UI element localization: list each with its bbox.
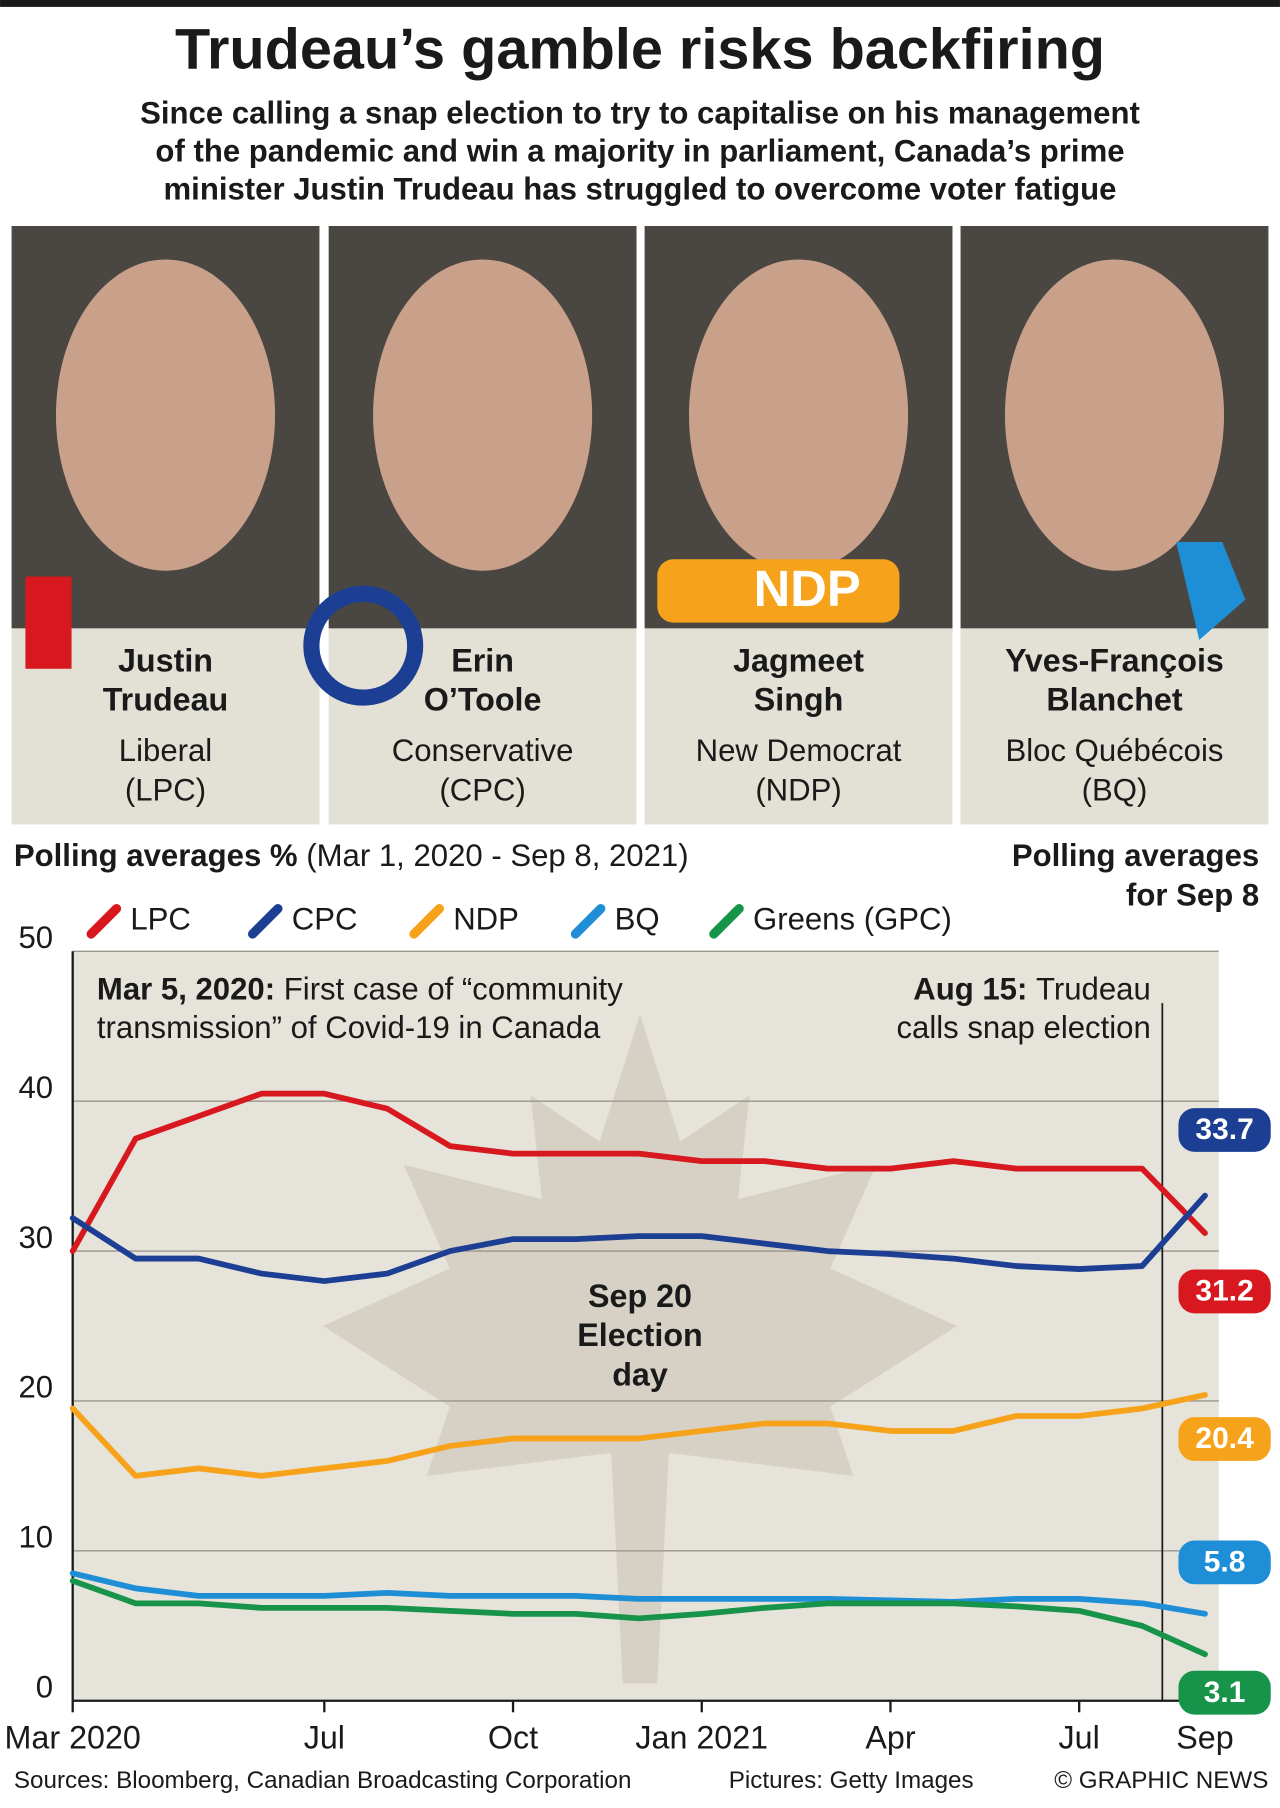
legend-label: LPC — [130, 902, 191, 937]
end-badge — [1178, 1540, 1271, 1585]
legend-label: BQ — [615, 902, 660, 937]
end-value-label: 33.7 — [1195, 1113, 1253, 1146]
annotation-text: transmission” of Covid-19 in Canada — [97, 1010, 601, 1045]
bloc-logo — [1176, 541, 1246, 640]
top-rule — [0, 0, 1280, 7]
end-value-label: 20.4 — [1195, 1422, 1254, 1455]
party-name: Bloc Québécois — [1005, 733, 1223, 768]
election-day-label: Sep 20 — [588, 1278, 692, 1314]
party-abbr: (NDP) — [755, 772, 841, 807]
x-tick-label: Jan 2021 — [635, 1720, 768, 1756]
end-badge — [1178, 1108, 1271, 1152]
x-tick-label: Jul — [1059, 1720, 1100, 1756]
annotation-label: Mar 5, 2020: — [97, 972, 275, 1007]
liberal-logo — [25, 576, 72, 669]
x-tick-label: Mar 2020 — [5, 1720, 141, 1756]
end-badge — [1178, 1417, 1271, 1461]
info-panel — [960, 628, 1269, 825]
legend-swatch — [570, 904, 606, 939]
legend-swatch — [409, 904, 444, 939]
series-line — [69, 1577, 1208, 1658]
leader-first-name: Jagmeet — [733, 643, 864, 679]
legend-swatch — [86, 904, 122, 939]
y-tick-label: 0 — [36, 1669, 53, 1704]
series-line — [69, 1192, 1208, 1284]
series-line — [69, 1090, 1208, 1254]
annotation: Aug 15: Trudeau — [913, 972, 1151, 1007]
leader-last-name: Trudeau — [103, 682, 229, 718]
footer-credit: © GRAPHIC NEWS — [1054, 1767, 1268, 1794]
end-value-label: 3.1 — [1204, 1676, 1246, 1709]
party-name: Liberal — [119, 733, 212, 768]
leader-first-name: Justin — [118, 643, 213, 679]
photo-face — [55, 259, 276, 571]
annotation-label: Aug 15: — [913, 972, 1027, 1007]
legend-swatch — [709, 904, 744, 939]
party-name: Conservative — [392, 733, 574, 768]
subtitle-line: of the pandemic and win a majority in pa… — [155, 134, 1124, 169]
y-tick-label: 40 — [18, 1070, 53, 1105]
annotation-text: calls snap election — [896, 1010, 1150, 1045]
x-tick-label: Oct — [488, 1720, 538, 1756]
photo-face — [689, 259, 909, 571]
annotation-text: First case of “community — [284, 972, 623, 1007]
chart-title-main: Polling averages % — [14, 838, 298, 873]
info-panel — [644, 628, 953, 825]
leader-first-name: Erin — [451, 643, 514, 679]
end-label-title: for Sep 8 — [1126, 877, 1259, 912]
ndp-logo-text: NDP — [754, 560, 861, 617]
annotation-text: Trudeau — [1036, 972, 1151, 1007]
info-panel — [328, 628, 637, 825]
x-tick-label: Jul — [304, 1720, 345, 1756]
series-line — [69, 1392, 1208, 1479]
maple-leaf — [322, 1014, 958, 1684]
election-day-label: day — [612, 1356, 668, 1392]
x-tick-label: Apr — [865, 1720, 915, 1756]
footer-sources: Sources: Bloomberg, Canadian Broadcastin… — [14, 1767, 632, 1794]
y-tick-label: 50 — [18, 920, 53, 955]
legend-label: Greens (GPC) — [753, 902, 952, 937]
photo-face — [373, 259, 593, 571]
legend-swatch — [247, 904, 283, 939]
end-value-label: 31.2 — [1195, 1275, 1253, 1308]
conservative-logo — [303, 585, 424, 706]
end-label-title: Polling averages — [1012, 838, 1259, 873]
election-day-label: Election — [577, 1317, 703, 1353]
annotation: Mar 5, 2020: First case of “community — [97, 972, 623, 1007]
x-tick-label: Sep — [1176, 1720, 1233, 1756]
footer-pictures: Pictures: Getty Images — [729, 1767, 974, 1794]
leader-last-name: O’Toole — [424, 682, 542, 718]
ndp-logo — [657, 559, 900, 623]
leader-first-name: Yves-François — [1005, 643, 1224, 679]
chart-subtitle: (Mar 1, 2020 - Sep 8, 2021) — [306, 838, 688, 873]
party-abbr: (BQ) — [1082, 772, 1148, 807]
legend-label: NDP — [453, 902, 519, 937]
y-tick-label: 30 — [18, 1220, 53, 1255]
photo-face — [1004, 259, 1225, 571]
end-value-label: 5.8 — [1204, 1545, 1246, 1578]
chart-title: Polling averages % (Mar 1, 2020 - Sep 8,… — [14, 838, 689, 873]
party-abbr: (CPC) — [439, 772, 525, 807]
end-badge — [1178, 1269, 1271, 1314]
party-abbr: (LPC) — [125, 772, 206, 807]
leader-last-name: Singh — [754, 682, 844, 718]
legend-label: CPC — [292, 902, 358, 937]
leader-last-name: Blanchet — [1046, 682, 1183, 718]
subtitle-line: minister Justin Trudeau has struggled to… — [164, 172, 1117, 207]
party-name: New Democrat — [696, 733, 902, 768]
y-tick-label: 20 — [18, 1370, 53, 1405]
title: Trudeau’s gamble risks backfiring — [175, 17, 1105, 81]
end-badge — [1178, 1670, 1271, 1715]
series-line — [69, 1570, 1208, 1617]
subtitle-line: Since calling a snap election to try to … — [140, 96, 1140, 131]
y-tick-label: 10 — [18, 1520, 53, 1555]
